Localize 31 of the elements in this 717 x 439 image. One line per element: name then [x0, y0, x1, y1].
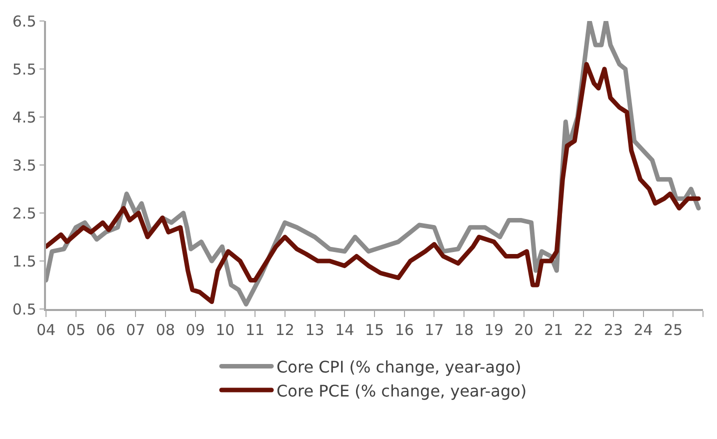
- y-tick-label: 4.5: [12, 108, 36, 126]
- y-tick-label: 6.5: [12, 12, 36, 30]
- x-tick-label: 13: [305, 320, 324, 339]
- x-tick-label: 18: [454, 320, 474, 339]
- legend-label: Core PCE (% change, year-ago): [276, 381, 527, 400]
- x-tick-label: 20: [514, 320, 534, 339]
- x-tick-label: 12: [275, 320, 294, 339]
- x-tick-label: 25: [664, 320, 683, 339]
- x-tick-label: 16: [394, 320, 414, 339]
- y-tick-label: 0.5: [12, 300, 36, 318]
- x-tick-label: 10: [216, 320, 235, 339]
- x-tick-label: 14: [335, 320, 354, 339]
- legend-label: Core CPI (% change, year-ago): [276, 357, 522, 376]
- x-tick-label: 23: [604, 320, 623, 339]
- x-tick-label: 06: [96, 320, 116, 339]
- x-tick-label: 22: [574, 320, 594, 339]
- x-tick-label: 21: [544, 320, 564, 339]
- x-tick-label: 07: [126, 320, 146, 339]
- y-tick-label: 1.5: [12, 252, 36, 270]
- x-tick-label: 17: [424, 320, 444, 339]
- y-tick-label: 5.5: [12, 60, 36, 78]
- x-tick-label: 24: [634, 320, 653, 339]
- x-tick-label: 19: [484, 320, 504, 339]
- y-tick-label: 3.5: [12, 156, 36, 174]
- x-tick-label: 08: [156, 320, 175, 339]
- x-tick-label: 11: [246, 320, 265, 339]
- x-tick-label: 15: [364, 320, 384, 339]
- x-tick-label: 09: [186, 320, 205, 339]
- y-tick-label: 2.5: [12, 204, 36, 222]
- x-tick-label: 05: [66, 320, 86, 339]
- x-tick-label: 04: [36, 320, 56, 339]
